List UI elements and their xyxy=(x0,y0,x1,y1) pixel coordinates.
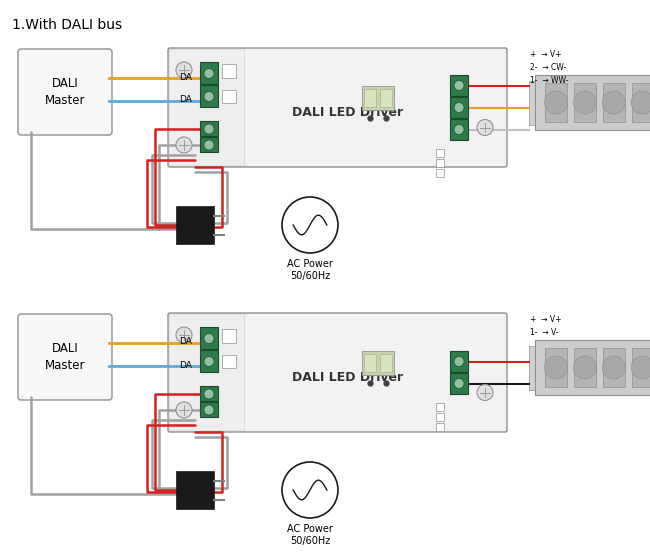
Text: DA: DA xyxy=(179,361,192,370)
FancyBboxPatch shape xyxy=(168,48,507,167)
Circle shape xyxy=(204,356,214,366)
FancyBboxPatch shape xyxy=(168,313,507,432)
Bar xyxy=(603,83,625,122)
FancyBboxPatch shape xyxy=(169,314,244,431)
Bar xyxy=(436,412,444,421)
Circle shape xyxy=(602,356,625,379)
Bar xyxy=(436,169,444,176)
Text: DALI
Master: DALI Master xyxy=(45,342,85,372)
Circle shape xyxy=(454,80,464,90)
Circle shape xyxy=(204,405,214,415)
Bar xyxy=(200,121,218,136)
Text: +  → V+
2-  → CW-
1-  → WW-: + → V+ 2- → CW- 1- → WW- xyxy=(530,50,569,85)
Circle shape xyxy=(204,389,214,399)
FancyBboxPatch shape xyxy=(18,49,112,135)
Circle shape xyxy=(176,402,192,418)
FancyBboxPatch shape xyxy=(18,314,112,400)
Text: DA: DA xyxy=(179,95,192,104)
Text: +  → V+
1-  → V-: + → V+ 1- → V- xyxy=(530,315,562,337)
Circle shape xyxy=(573,356,597,379)
Bar xyxy=(200,402,218,417)
Bar xyxy=(222,89,235,103)
Circle shape xyxy=(545,356,567,379)
Bar xyxy=(364,88,376,107)
Text: DALI
Master: DALI Master xyxy=(45,77,85,107)
Bar xyxy=(436,402,444,411)
Bar xyxy=(176,206,214,244)
Circle shape xyxy=(545,91,567,114)
Bar xyxy=(222,355,235,369)
Bar xyxy=(545,83,567,122)
Bar xyxy=(380,88,392,107)
Bar xyxy=(436,149,444,157)
Text: DA: DA xyxy=(179,337,192,346)
Circle shape xyxy=(176,327,192,343)
Bar xyxy=(450,372,468,393)
Text: DALI LED Driver: DALI LED Driver xyxy=(292,106,403,119)
Bar xyxy=(603,348,625,387)
Circle shape xyxy=(204,68,214,79)
Bar xyxy=(436,422,444,431)
Bar xyxy=(535,340,650,395)
Bar xyxy=(436,159,444,166)
Bar xyxy=(632,348,650,387)
Bar xyxy=(545,348,567,387)
Bar xyxy=(450,119,468,139)
Circle shape xyxy=(631,356,650,379)
Bar xyxy=(222,329,235,343)
Circle shape xyxy=(477,119,493,135)
Bar xyxy=(200,137,218,152)
Bar xyxy=(200,62,218,84)
Bar xyxy=(450,351,468,371)
Bar xyxy=(535,75,650,130)
Text: AC Power
50/60Hz: AC Power 50/60Hz xyxy=(287,524,333,546)
Bar xyxy=(361,351,394,375)
Circle shape xyxy=(602,91,625,114)
Bar xyxy=(380,354,392,371)
Circle shape xyxy=(204,124,214,134)
Bar xyxy=(364,354,376,371)
Text: AC Power
50/60Hz: AC Power 50/60Hz xyxy=(287,259,333,281)
Circle shape xyxy=(454,124,464,134)
Bar xyxy=(200,386,218,401)
Text: 1.With DALI bus: 1.With DALI bus xyxy=(12,18,122,32)
Circle shape xyxy=(454,103,464,113)
FancyBboxPatch shape xyxy=(169,49,244,166)
Bar xyxy=(450,97,468,118)
Circle shape xyxy=(631,91,650,114)
Circle shape xyxy=(573,91,597,114)
Bar xyxy=(200,327,218,349)
Circle shape xyxy=(477,385,493,401)
Bar xyxy=(450,74,468,95)
Circle shape xyxy=(176,137,192,153)
Text: DA: DA xyxy=(179,73,192,82)
Bar xyxy=(529,346,535,390)
Bar xyxy=(200,350,218,372)
Bar xyxy=(529,80,535,124)
Bar xyxy=(361,85,394,109)
Bar xyxy=(574,83,595,122)
Circle shape xyxy=(204,92,214,102)
Circle shape xyxy=(204,334,214,344)
Bar xyxy=(176,471,214,509)
Circle shape xyxy=(454,379,464,388)
Circle shape xyxy=(454,356,464,366)
Circle shape xyxy=(282,197,338,253)
Circle shape xyxy=(282,462,338,518)
Bar xyxy=(632,83,650,122)
Bar xyxy=(574,348,595,387)
Circle shape xyxy=(176,62,192,78)
Bar xyxy=(200,85,218,107)
Bar xyxy=(222,64,235,78)
Text: DALI LED Driver: DALI LED Driver xyxy=(292,371,403,384)
Circle shape xyxy=(204,140,214,150)
